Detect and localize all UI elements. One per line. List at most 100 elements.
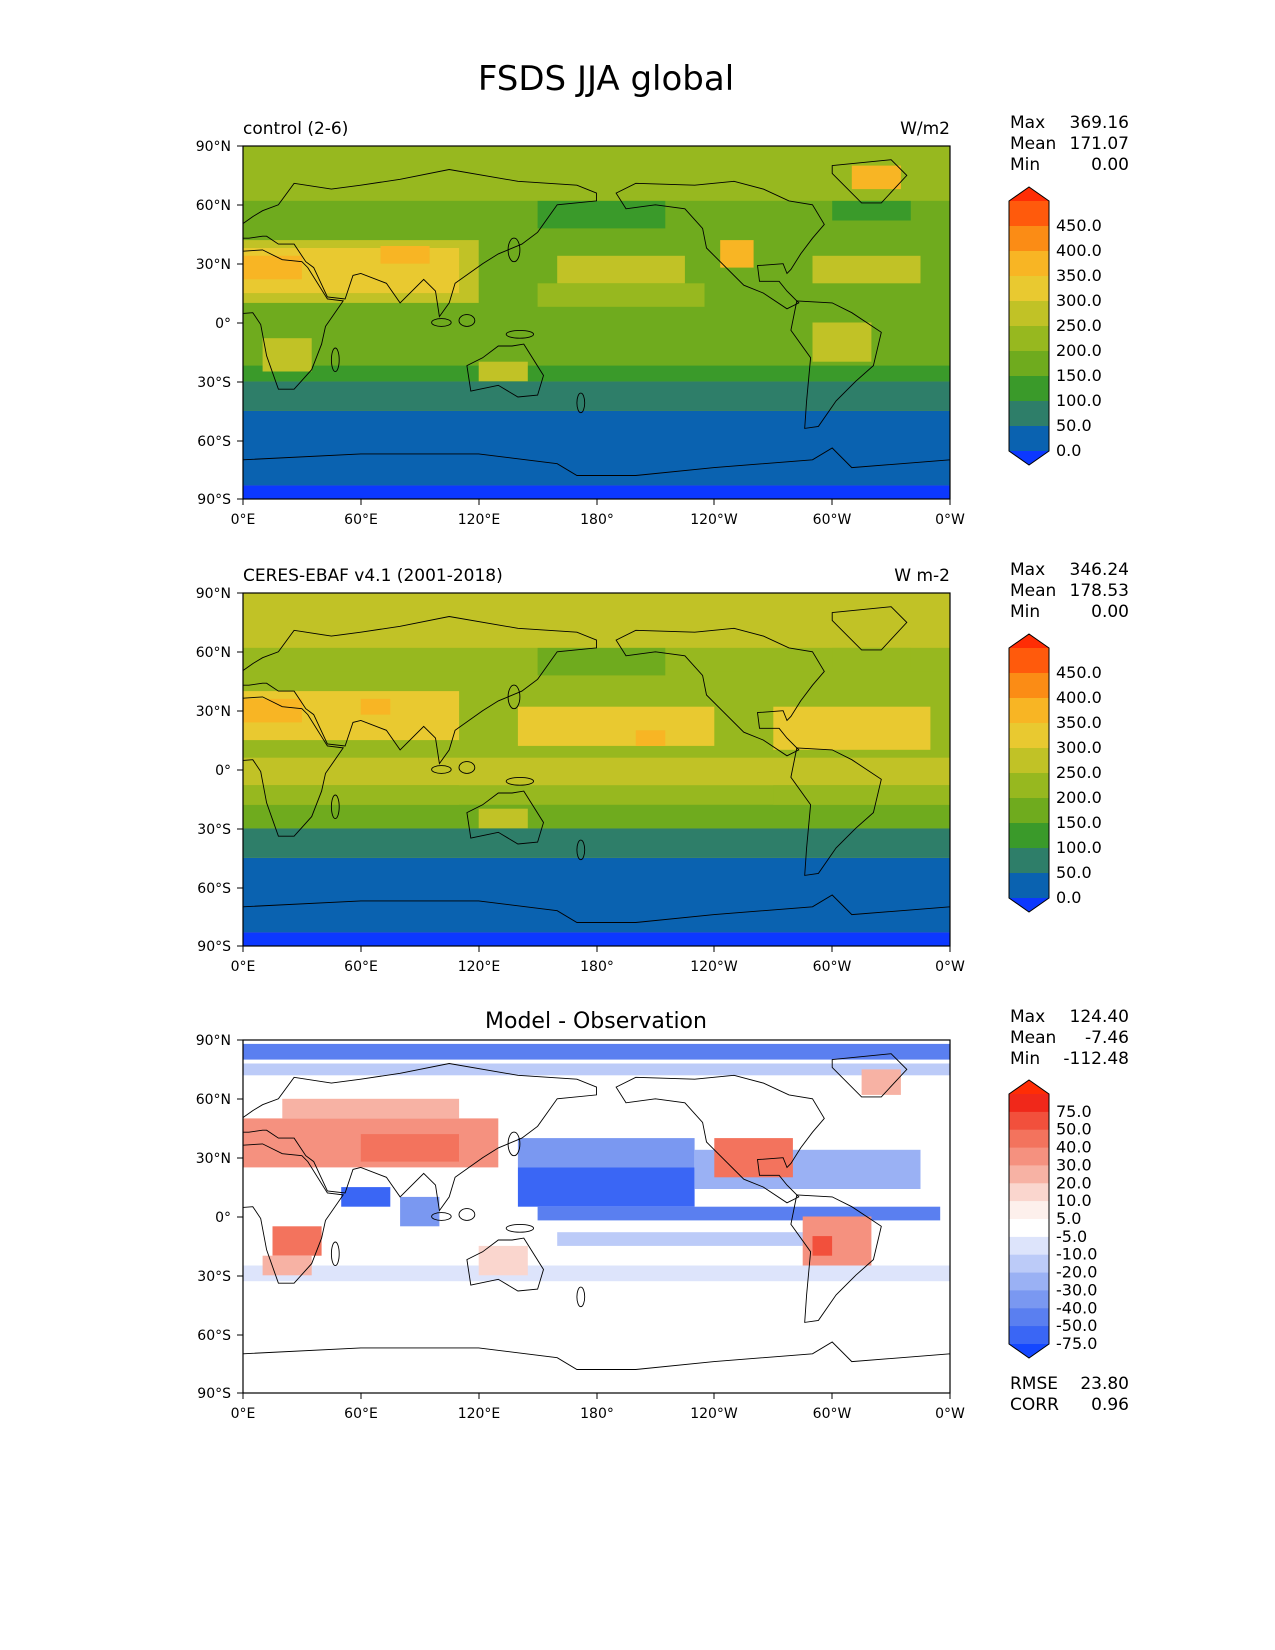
stat-label: Max	[1010, 113, 1045, 133]
contour-region	[243, 410, 950, 486]
colorbar-segment	[1009, 848, 1049, 874]
map-axes: 90°N 60°N 30°N 0° 30°S 60°S 90°S 0°E 60°…	[196, 1033, 965, 1422]
lon-tick: 120°W	[690, 1393, 738, 1422]
coastline-north-america	[615, 180, 825, 310]
contour-region	[243, 365, 950, 382]
colorbar-segment	[1009, 1308, 1049, 1327]
lon-tick-label: 60°W	[813, 1406, 852, 1422]
lon-tick-label: 120°W	[690, 1406, 738, 1422]
colorbar-tick-label: 200.0	[1056, 788, 1102, 807]
contour-region	[812, 255, 921, 284]
panel-observation: CERES-EBAF v4.1 (2001-2018) W m-2 90°N 6…	[196, 566, 965, 975]
contour-region	[557, 255, 685, 284]
lon-tick: 60°W	[813, 499, 851, 528]
lon-tick: 120°W	[690, 499, 738, 528]
coastline-borneo	[458, 314, 476, 327]
lat-tick-label: 0°	[215, 763, 231, 779]
field-contours	[243, 1040, 950, 1393]
colorbar-segment	[1009, 1219, 1049, 1238]
colorbar-segment	[1009, 1165, 1049, 1184]
colorbar-extend-min	[1009, 451, 1049, 465]
colorbar-segment	[1009, 698, 1049, 724]
colorbar-tick-label: -40.0	[1056, 1298, 1097, 1317]
colorbar-tick-label: 30.0	[1056, 1155, 1092, 1174]
contour-region	[400, 1196, 440, 1227]
stat-value: 0.00	[1091, 602, 1129, 622]
coastline-madagascar	[330, 1241, 340, 1267]
stat-value: -112.48	[1063, 1049, 1129, 1069]
contour-region	[537, 1206, 941, 1221]
contour-region	[517, 706, 715, 746]
lat-tick: 30°S	[197, 1269, 243, 1285]
colorbar-tick-label: 50.0	[1056, 863, 1092, 882]
lat-tick: 90°N	[196, 139, 243, 155]
map-field	[243, 593, 950, 946]
lon-tick: 180°	[580, 946, 614, 975]
colorbar-segment	[1009, 226, 1049, 252]
colorbar: 450.0 400.0 350.0 300.0 250.0 200.0 150.0 100.0…	[1008, 186, 1102, 466]
colorbar-segment	[1009, 873, 1049, 899]
coastline-uk	[243, 213, 244, 220]
contour-region	[243, 785, 459, 805]
coastline-antarctica	[243, 1341, 950, 1393]
metrics-box: RMSE 23.80 CORR 0.96	[1010, 1374, 1129, 1415]
colorbar-segment	[1009, 1111, 1049, 1131]
colorbar-tick-label: 10.0	[1056, 1191, 1092, 1210]
colorbar-segment	[1009, 673, 1049, 699]
stats-box: Max 124.40 Mean -7.46 Min -112.48	[1010, 1007, 1129, 1069]
contour-region	[812, 1236, 833, 1256]
coastline-south-america	[790, 300, 882, 429]
lon-tick: 0°W	[935, 946, 965, 975]
colorbar-segment	[1009, 1326, 1049, 1345]
panel-difference: Model - Observation 90°N 60°N 30°N 0° 30…	[196, 1009, 965, 1422]
coastlines	[243, 1053, 950, 1393]
contour-region	[243, 932, 950, 946]
coastline-sumatra	[431, 1212, 452, 1221]
coastline-new-zealand	[576, 1286, 586, 1308]
contour-region	[517, 1167, 695, 1207]
left-title: control (2-6)	[243, 119, 348, 139]
lat-tick: 0°	[215, 316, 243, 332]
contour-region	[243, 1063, 950, 1076]
lat-tick-label: 60°N	[196, 1092, 231, 1108]
contour-region	[478, 808, 528, 829]
contour-region	[243, 381, 950, 411]
colorbar-tick-label: 75.0	[1056, 1102, 1092, 1121]
coastline-greenland	[831, 606, 908, 651]
contour-region	[851, 165, 901, 190]
coastline-sumatra	[431, 765, 452, 774]
lon-tick: 120°E	[458, 499, 500, 528]
colorbar-tick-label: 0.0	[1056, 441, 1081, 460]
coastline-sumatra	[431, 318, 452, 327]
lat-tick: 60°N	[196, 198, 243, 214]
contour-region	[243, 1265, 950, 1282]
stat-label: Mean	[1010, 134, 1056, 154]
lat-tick: 90°S	[197, 492, 243, 508]
colorbar-segment	[1009, 1272, 1049, 1291]
colorbar-tick-label: 250.0	[1056, 316, 1102, 335]
lon-tick-label: 0°W	[935, 512, 965, 528]
coastline-madagascar	[330, 347, 340, 373]
contour-region	[243, 857, 950, 933]
lon-tick: 60°E	[344, 499, 378, 528]
coastline-eurasia	[243, 169, 597, 318]
colorbar-tick-label: 400.0	[1056, 688, 1102, 707]
lat-tick-label: 30°S	[197, 1269, 231, 1285]
colorbar-segment	[1009, 376, 1049, 402]
lat-tick: 0°	[215, 763, 243, 779]
lon-tick-label: 0°W	[935, 959, 965, 975]
colorbar-tick-label: 350.0	[1056, 266, 1102, 285]
lat-tick-label: 30°N	[196, 1151, 231, 1167]
colorbar-tick-label: 50.0	[1056, 1120, 1092, 1139]
colorbar-tick-label: -30.0	[1056, 1280, 1097, 1299]
coastline-greenland	[831, 1053, 908, 1098]
colorbar-tick-label: 300.0	[1056, 291, 1102, 310]
colorbar-tick-label: 400.0	[1056, 241, 1102, 260]
lon-tick: 0°W	[935, 499, 965, 528]
coastline-antarctica	[243, 447, 950, 499]
stat-label: Min	[1010, 155, 1040, 175]
colorbar-tick-label: 200.0	[1056, 341, 1102, 360]
units-label: W/m2	[900, 119, 950, 139]
colorbar-tick-label: 450.0	[1056, 216, 1102, 235]
lon-tick: 0°E	[231, 1393, 255, 1422]
